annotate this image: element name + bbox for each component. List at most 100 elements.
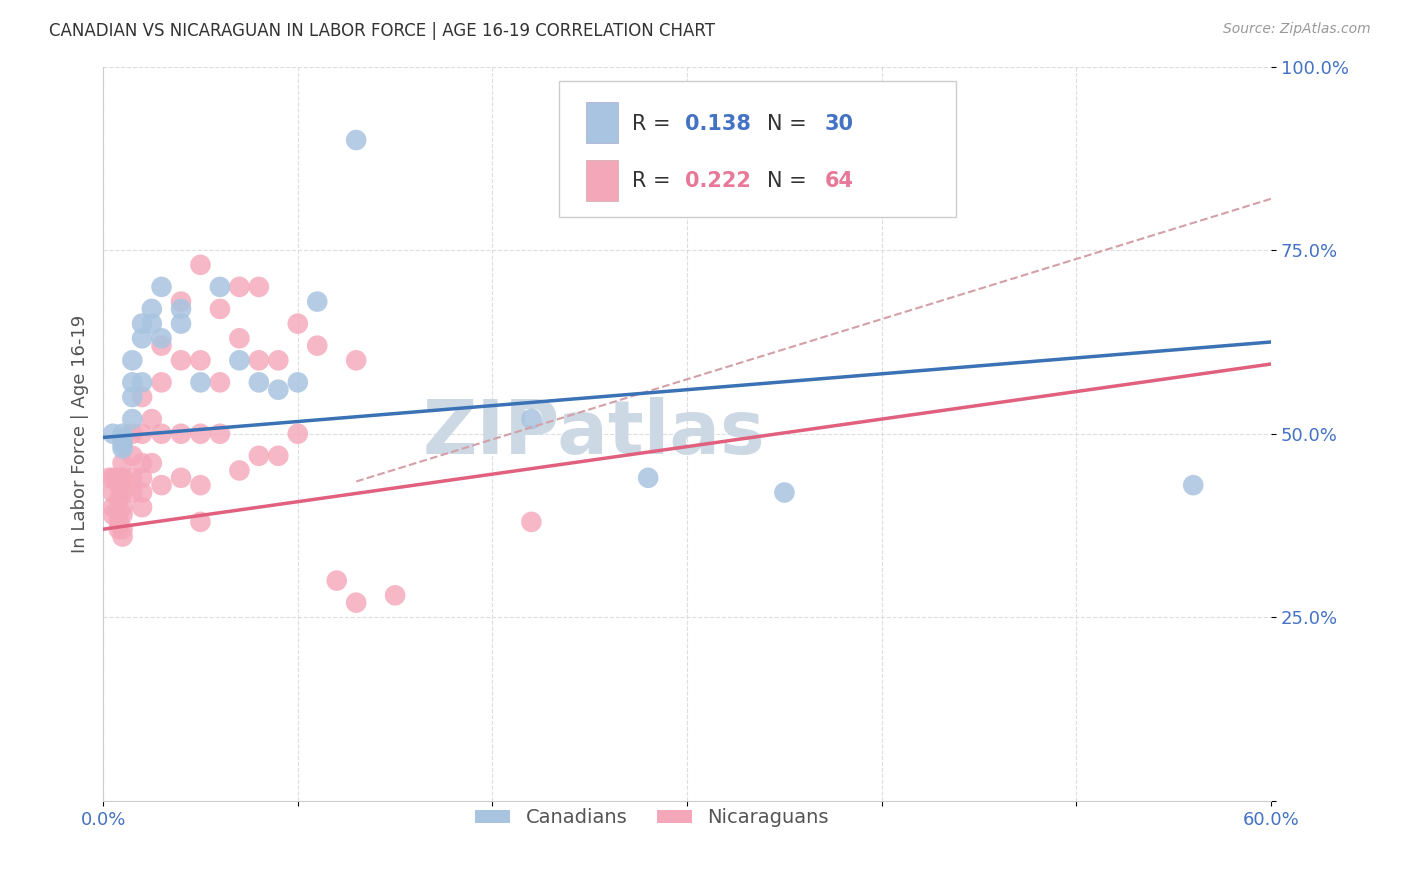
Bar	[585, 103, 619, 143]
Point	[208, 280, 231, 294]
Point	[121, 485, 143, 500]
Point	[190, 258, 212, 272]
Point	[287, 426, 309, 441]
Point	[131, 500, 153, 515]
Point	[101, 471, 124, 485]
Text: 0.138: 0.138	[685, 113, 751, 134]
Point	[247, 376, 270, 390]
Text: 64: 64	[825, 171, 853, 192]
Point	[247, 449, 270, 463]
Legend: Canadians, Nicaraguans: Canadians, Nicaraguans	[468, 801, 837, 835]
Point	[208, 426, 231, 441]
Point	[107, 522, 129, 536]
Text: 30: 30	[825, 113, 853, 134]
Bar	[585, 161, 619, 201]
Point	[131, 471, 153, 485]
Point	[150, 338, 173, 352]
Point	[773, 485, 796, 500]
Point	[150, 280, 173, 294]
Point	[287, 317, 309, 331]
Point	[121, 390, 143, 404]
Point	[267, 449, 290, 463]
Text: Source: ZipAtlas.com: Source: ZipAtlas.com	[1223, 22, 1371, 37]
Point	[131, 456, 153, 470]
Point	[111, 522, 134, 536]
Point	[520, 515, 543, 529]
Point	[107, 515, 129, 529]
Point	[111, 530, 134, 544]
Point	[141, 317, 163, 331]
Point	[101, 485, 124, 500]
Point	[121, 412, 143, 426]
Point	[131, 390, 153, 404]
Point	[307, 294, 329, 309]
Point	[307, 338, 329, 352]
Point	[111, 442, 134, 456]
Point	[190, 426, 212, 441]
Point	[344, 133, 367, 147]
Text: R =: R =	[633, 171, 678, 192]
Point	[111, 434, 134, 449]
Point	[101, 426, 124, 441]
Point	[121, 376, 143, 390]
Point	[111, 430, 134, 444]
Point	[111, 426, 134, 441]
Point	[208, 301, 231, 316]
Point	[384, 588, 406, 602]
Point	[111, 485, 134, 500]
Point	[267, 383, 290, 397]
Point	[141, 456, 163, 470]
Point	[105, 471, 128, 485]
Text: CANADIAN VS NICARAGUAN IN LABOR FORCE | AGE 16-19 CORRELATION CHART: CANADIAN VS NICARAGUAN IN LABOR FORCE | …	[49, 22, 716, 40]
Text: ZIPatlas: ZIPatlas	[422, 397, 765, 470]
Point	[111, 471, 134, 485]
Point	[520, 412, 543, 426]
Text: R =: R =	[633, 113, 678, 134]
Point	[98, 471, 121, 485]
Point	[170, 317, 193, 331]
Point	[111, 456, 134, 470]
Point	[121, 426, 143, 441]
Point	[247, 280, 270, 294]
Point	[101, 500, 124, 515]
Text: N =: N =	[766, 171, 813, 192]
Point	[1182, 478, 1205, 492]
Point	[150, 478, 173, 492]
Point	[287, 376, 309, 390]
Text: N =: N =	[766, 113, 813, 134]
Point	[228, 280, 250, 294]
Point	[107, 492, 129, 507]
Point	[190, 515, 212, 529]
Point	[131, 485, 153, 500]
Point	[170, 301, 193, 316]
Point	[131, 376, 153, 390]
Point	[190, 376, 212, 390]
Point	[170, 471, 193, 485]
Point	[247, 353, 270, 368]
Point	[190, 478, 212, 492]
Y-axis label: In Labor Force | Age 16-19: In Labor Force | Age 16-19	[72, 315, 89, 553]
Point	[111, 438, 134, 452]
FancyBboxPatch shape	[558, 81, 956, 217]
Point	[110, 471, 132, 485]
Point	[228, 331, 250, 345]
Point	[344, 353, 367, 368]
Point	[141, 301, 163, 316]
Point	[150, 331, 173, 345]
Point	[121, 353, 143, 368]
Point	[637, 471, 659, 485]
Point	[131, 426, 153, 441]
Point	[141, 412, 163, 426]
Point	[190, 353, 212, 368]
Point	[121, 471, 143, 485]
Point	[228, 463, 250, 477]
Point	[344, 596, 367, 610]
Point	[170, 294, 193, 309]
Point	[111, 500, 134, 515]
Point	[267, 353, 290, 368]
Point	[131, 331, 153, 345]
Point	[150, 426, 173, 441]
Point	[111, 508, 134, 522]
Point	[121, 449, 143, 463]
Point	[131, 317, 153, 331]
